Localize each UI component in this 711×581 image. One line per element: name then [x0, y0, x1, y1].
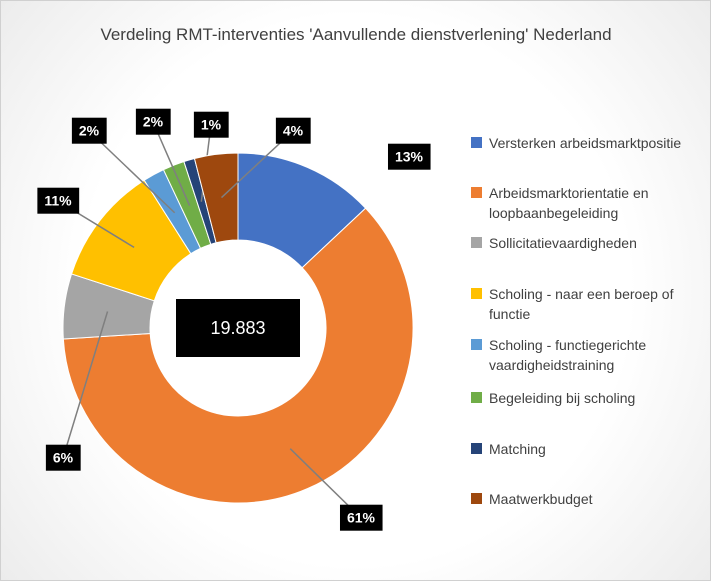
- legend-item: Scholing - naar een beroep of functie: [471, 284, 710, 324]
- legend-item: Begeleiding bij scholing: [471, 388, 710, 408]
- legend-swatch: [471, 443, 482, 454]
- data-label: 11%: [44, 193, 72, 209]
- legend-label: Scholing - naar een beroep of functie: [489, 286, 674, 322]
- data-label-box: [275, 117, 311, 144]
- chart-title: Verdeling RMT-interventies 'Aanvullende …: [100, 25, 612, 44]
- data-label: 61%: [347, 510, 376, 526]
- legend-swatch: [471, 392, 482, 403]
- data-label-box: [135, 108, 171, 135]
- leader-line: [88, 130, 176, 214]
- data-label-box: [71, 117, 107, 144]
- data-label-box: [45, 444, 81, 471]
- legend-item: Maatwerkbudget: [471, 489, 710, 509]
- leader-line: [62, 311, 109, 459]
- data-label-box: [387, 143, 431, 170]
- data-label: 2%: [143, 114, 164, 130]
- legend-label: Begeleiding bij scholing: [489, 390, 636, 406]
- leader-line: [152, 121, 191, 207]
- slice: [193, 152, 239, 244]
- legend-label: Scholing - functiegerichte vaardigheidst…: [489, 337, 647, 373]
- legend-label: Sollicitatievaardigheden: [489, 235, 637, 251]
- slice: [62, 207, 414, 504]
- data-label-box: [339, 504, 383, 531]
- legend-swatch: [471, 237, 482, 248]
- legend-label: Versterken arbeidsmarktpositie: [489, 135, 682, 151]
- legend-item: Arbeidsmarktorientatie en loopbaanbegele…: [471, 183, 710, 223]
- data-label: 6%: [53, 450, 74, 466]
- data-label-box: [37, 187, 80, 214]
- data-label-box: [193, 111, 229, 138]
- legend-swatch: [471, 137, 482, 148]
- legend-swatch: [471, 187, 482, 198]
- legend-item: Sollicitatievaardigheden: [471, 233, 710, 253]
- data-label: 1%: [201, 117, 222, 133]
- legend-swatch: [471, 288, 482, 299]
- legend-swatch: [471, 493, 482, 504]
- legend-swatch: [471, 339, 482, 350]
- data-label: 4%: [283, 123, 304, 139]
- legend-label: Arbeidsmarktorientatie en loopbaanbegele…: [489, 185, 649, 221]
- legend-item: Versterken arbeidsmarktpositie: [471, 133, 710, 153]
- legend-label: Maatwerkbudget: [489, 491, 593, 507]
- legend-item: Scholing - functiegerichte vaardigheidst…: [471, 335, 710, 375]
- legend-label: Matching: [489, 441, 546, 457]
- legend-item: Matching: [471, 439, 710, 459]
- center-box: [176, 299, 300, 357]
- center-label: 19.883: [210, 318, 265, 338]
- data-label: 2%: [79, 123, 100, 139]
- data-label: 13%: [395, 149, 424, 165]
